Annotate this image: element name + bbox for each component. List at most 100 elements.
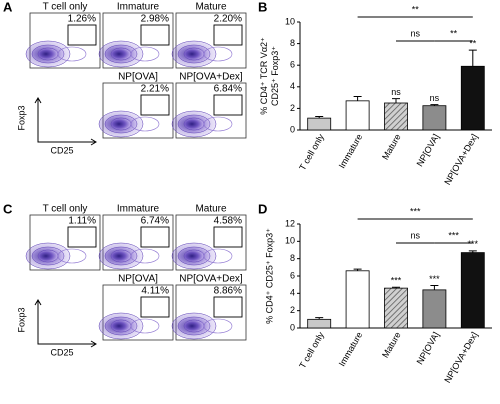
error-bar [353, 96, 362, 101]
error-bar [315, 116, 324, 119]
y-tick-label: 8 [290, 253, 295, 263]
bracket-label: ns [410, 230, 420, 240]
contour [110, 117, 132, 131]
bar [460, 252, 485, 329]
contour [183, 249, 205, 263]
contour [37, 47, 59, 61]
bracket-label: *** [448, 230, 459, 240]
error-bar [315, 317, 324, 320]
significance-label: ns [430, 93, 440, 103]
x-tick-label: NP[OVA+Dex] [442, 330, 479, 384]
y-tick-label: 12 [285, 218, 295, 228]
gate [140, 296, 170, 318]
panel-label: A [3, 0, 13, 14]
significance-label: ns [391, 87, 401, 97]
y-tick-label: 10 [285, 16, 295, 26]
gate [140, 24, 170, 46]
bar [345, 100, 370, 131]
contour [183, 117, 205, 131]
y-tick-label: 6 [290, 60, 295, 70]
contour [130, 116, 160, 132]
error-bar [468, 250, 477, 253]
gate [213, 226, 243, 248]
gate [67, 24, 97, 46]
contour [110, 249, 132, 263]
contour [183, 319, 205, 333]
x-axis-label: CD25 [50, 145, 73, 155]
error-bar [392, 98, 400, 103]
x-tick-label: NP[OVA] [415, 132, 442, 168]
contour [203, 248, 233, 264]
error-bar [430, 285, 439, 290]
contour [203, 46, 233, 62]
axis-arrow [37, 98, 96, 143]
y-tick-label: 4 [290, 288, 295, 298]
significance-label: *** [468, 239, 479, 249]
gate-percent: 6.84% [214, 84, 242, 95]
y-axis-label: % CD4⁺ CD25⁺ Foxp3⁺ [264, 228, 274, 324]
x-tick-label: Immature [337, 330, 365, 368]
y-tick-label: 2 [290, 305, 295, 315]
plot-title: Immature [117, 204, 160, 215]
plot-title: NP[OVA] [118, 72, 158, 83]
contour [110, 47, 132, 61]
plot-title: T cell only [43, 204, 88, 215]
contour [130, 46, 160, 62]
plot-title: NP[OVA+Dex] [179, 72, 243, 83]
plot-title: Mature [195, 2, 227, 13]
gate-percent: 6.74% [141, 216, 169, 227]
contour [203, 318, 233, 334]
gate-percent: 2.98% [141, 14, 169, 25]
x-tick-label: T cell only [297, 330, 326, 370]
contour [110, 319, 132, 333]
error-bar [392, 286, 400, 289]
bar [422, 289, 447, 329]
error-bar [468, 49, 477, 67]
error-bar [430, 104, 439, 106]
bar [307, 117, 332, 131]
gate-percent: 1.26% [68, 14, 96, 25]
significance-label: *** [429, 274, 440, 284]
y-axis-label: Foxp3 [16, 307, 26, 332]
gate [140, 94, 170, 116]
bar [307, 318, 332, 329]
plot-title: Immature [117, 2, 160, 13]
gate-percent: 2.20% [214, 14, 242, 25]
panel-label: C [3, 201, 13, 216]
error-bar [353, 268, 362, 271]
gate-percent: 8.86% [214, 286, 242, 297]
y-axis-label: % CD4⁺ TCR Vα2⁺ [259, 37, 269, 115]
arrow-head [34, 97, 42, 104]
contour [130, 318, 160, 334]
x-axis-label: CD25 [50, 347, 73, 357]
significance-label: ** [469, 38, 477, 48]
x-tick-label: Immature [337, 132, 365, 170]
y-tick-label: 8 [290, 38, 295, 48]
bar [384, 287, 408, 329]
contour [130, 248, 160, 264]
gate [213, 24, 243, 46]
gate-percent: 4.11% [141, 286, 169, 297]
arrow-head [90, 138, 97, 146]
gate-percent: 4.58% [214, 216, 242, 227]
plot-title: Mature [195, 204, 227, 215]
bracket-label: ** [412, 4, 420, 14]
y-axis-label: Foxp3 [16, 105, 26, 130]
contour [37, 249, 59, 263]
bar [460, 65, 485, 131]
x-tick-label: T cell only [297, 132, 326, 172]
gate [140, 226, 170, 248]
y-tick-label: 6 [290, 270, 295, 280]
bar [345, 270, 370, 329]
contour [183, 47, 205, 61]
plot-title: NP[OVA+Dex] [179, 274, 243, 285]
bar [384, 102, 408, 131]
plot-title: NP[OVA] [118, 274, 158, 285]
gate [213, 94, 243, 116]
y-axis-label: CD25⁺ Foxp3⁺ [270, 46, 280, 106]
y-tick-label: 0 [290, 124, 295, 134]
arrow-head [34, 299, 42, 306]
contour [57, 248, 87, 264]
bracket-label: ns [410, 28, 420, 38]
